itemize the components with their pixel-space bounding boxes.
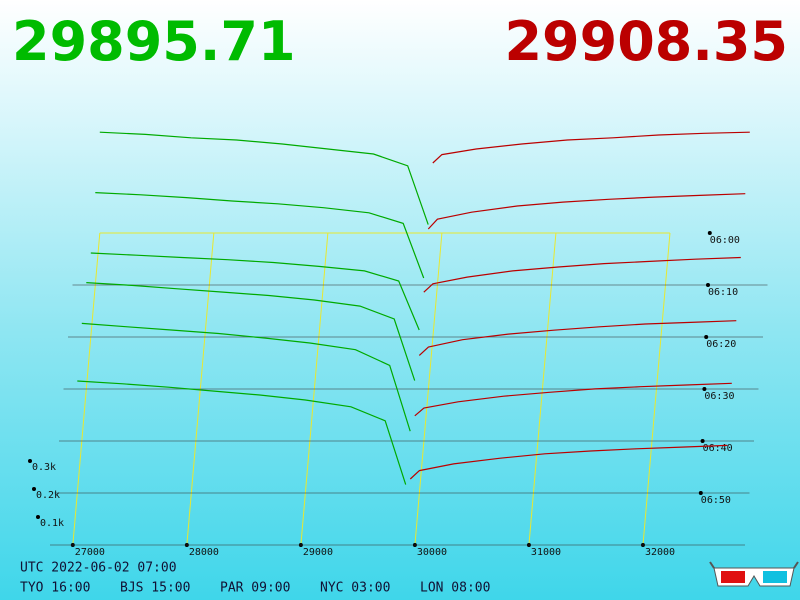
time-tick-label: 06:30 — [704, 391, 734, 402]
bid-depth-line — [77, 380, 407, 485]
x-tick-label: 27000 — [75, 547, 105, 558]
city-time: TYO 16:00 — [20, 581, 90, 596]
time-tick-mark — [704, 335, 709, 339]
y-tick-mark — [28, 459, 32, 463]
bid-depth-line — [90, 252, 420, 331]
utc-time: UTC 2022-06-02 07:00 — [20, 561, 177, 576]
ask-depth-line — [414, 382, 732, 417]
floor-grid: 27000 28000 29000 30000 31000 32000 06:00 06:10… — [50, 231, 768, 558]
x-tick-label: 32000 — [645, 547, 675, 558]
city-time: LON 08:00 — [420, 581, 490, 596]
time-tick-label: 06:40 — [703, 443, 733, 454]
ask-depth-line — [409, 444, 728, 480]
city-time: PAR 09:00 — [220, 581, 290, 596]
time-tick-mark — [698, 491, 703, 495]
time-tick-label: 06:00 — [710, 235, 740, 246]
ask-depth-line — [432, 131, 750, 164]
y-tick-label: 0.2k — [36, 490, 60, 501]
time-tick-mark — [706, 283, 710, 287]
ask-price: 29908.35 — [504, 10, 788, 73]
bid-depth-line — [86, 282, 416, 381]
x-tick-label: 31000 — [531, 547, 561, 558]
city-time: NYC 03:00 — [320, 581, 390, 596]
x-tick-label: 30000 — [417, 547, 447, 558]
x-tick-label: 28000 — [189, 547, 219, 558]
bid-depth-line — [99, 131, 429, 225]
x-tick-label: 29000 — [303, 547, 333, 558]
ask-depth-line — [427, 193, 746, 230]
y-tick-label: 0.1k — [40, 518, 64, 529]
y-tick-mark — [32, 487, 36, 491]
time-tick-mark — [702, 387, 707, 391]
time-tick-label: 06:20 — [706, 339, 736, 350]
bid-price: 29895.71 — [12, 10, 296, 73]
bid-depth-line — [81, 322, 411, 432]
ask-depth-line — [423, 256, 741, 293]
time-tick-mark — [700, 439, 705, 443]
ask-depth-line — [418, 320, 737, 356]
y-tick-label: 0.3k — [32, 462, 56, 473]
time-tick-label: 06:50 — [701, 495, 731, 506]
y-tick-mark — [36, 515, 40, 519]
3d-glasses-icon — [709, 561, 799, 587]
time-tick-mark — [707, 231, 712, 235]
bid-depth-line — [95, 192, 425, 279]
city-time: BJS 15:00 — [120, 581, 190, 596]
time-tick-label: 06:10 — [708, 287, 738, 298]
